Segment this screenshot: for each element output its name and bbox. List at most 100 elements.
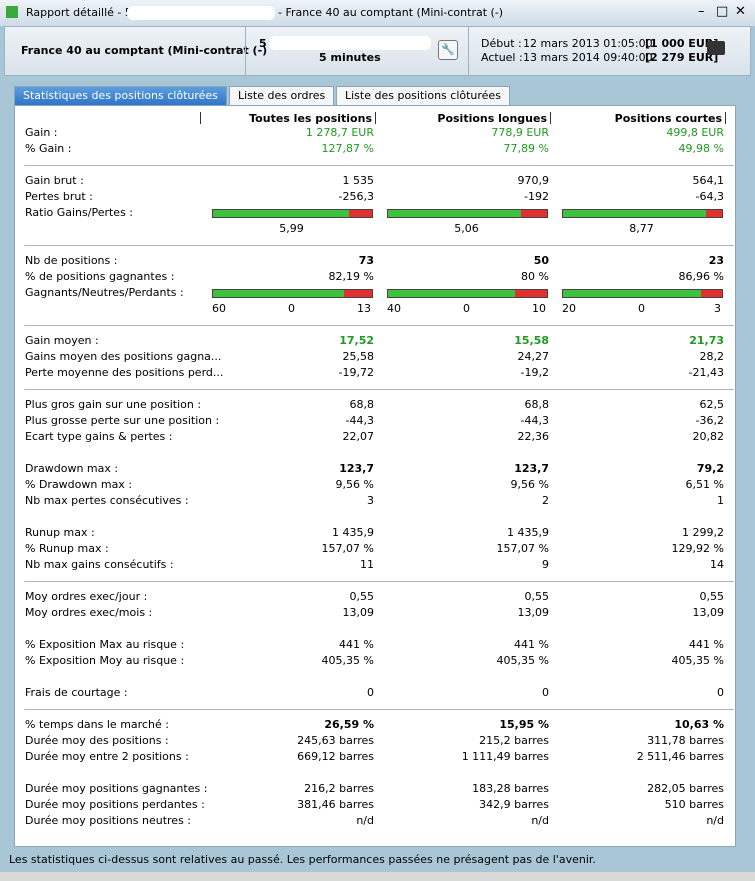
print-button[interactable]	[707, 41, 725, 55]
stat-value: -44,3	[345, 414, 374, 427]
stat-value: 21,73	[689, 334, 724, 347]
stat-value: 1 278,7 EUR	[305, 126, 374, 139]
divider	[245, 27, 246, 75]
stat-bar	[562, 289, 723, 298]
stat-value: 1 299,2	[682, 526, 724, 539]
stat-value: 62,5	[699, 398, 725, 411]
column-divider	[725, 112, 726, 124]
count-segment	[701, 290, 722, 297]
stat-value: 441 %	[514, 638, 549, 651]
row-label: % Exposition Max au risque :	[25, 638, 185, 651]
stat-value: 157,07 %	[496, 542, 549, 555]
stat-value: 127,87 %	[321, 142, 374, 155]
app-icon	[6, 6, 18, 18]
stat-value: n/d	[706, 814, 724, 827]
stat-value: 1 435,9	[332, 526, 374, 539]
separator	[24, 245, 734, 246]
stats-panel	[14, 105, 736, 847]
separator	[24, 581, 734, 582]
stat-bar	[562, 209, 723, 218]
stat-value: 80 %	[521, 270, 549, 283]
stat-value: 381,46 barres	[297, 798, 374, 811]
stat-value: 499,8 EUR	[666, 126, 724, 139]
stat-value: 28,2	[699, 350, 725, 363]
count-label: 0	[288, 302, 295, 315]
stat-value: 68,8	[349, 398, 375, 411]
row-label: Durée moy positions gagnantes :	[25, 782, 208, 795]
tab[interactable]: Liste des ordres	[229, 86, 335, 105]
stat-value: 2 511,46 barres	[636, 750, 724, 763]
maximize-button[interactable]: □	[716, 4, 729, 19]
row-label: Nb max pertes consécutives :	[25, 494, 189, 507]
stat-value: 22,07	[342, 430, 375, 443]
start-date: 12 mars 2013 01:05:00	[523, 37, 653, 50]
stat-value: 0,55	[699, 590, 725, 603]
row-label: % de positions gagnantes :	[25, 270, 175, 283]
stat-value: 77,89 %	[503, 142, 549, 155]
stat-bar	[387, 209, 548, 218]
stat-value: 86,96 %	[678, 270, 724, 283]
stat-value: 215,2 barres	[479, 734, 549, 747]
row-label: Frais de courtage :	[25, 686, 128, 699]
stat-value: 24,27	[517, 350, 550, 363]
row-label: Nb de positions :	[25, 254, 118, 267]
row-label: Moy ordres exec/jour :	[25, 590, 148, 603]
row-label: Nb max gains consécutifs :	[25, 558, 174, 571]
stat-value: 282,05 barres	[647, 782, 724, 795]
instrument: France 40 au comptant (Mini-contrat (-)	[21, 44, 268, 57]
stat-value: 23	[708, 254, 724, 267]
stat-value: 68,8	[524, 398, 550, 411]
current-capital: [2 279 EUR]	[645, 51, 719, 64]
count-segment	[343, 290, 372, 297]
row-label: Runup max :	[25, 526, 95, 539]
row-label: Durée moy positions neutres :	[25, 814, 192, 827]
gain-segment	[213, 210, 350, 217]
ratio-label: 5,06	[454, 222, 479, 235]
stat-value: -36,2	[695, 414, 724, 427]
stat-value: 50	[533, 254, 549, 267]
window-title: Rapport détaillé - 5 s	[26, 6, 142, 19]
title-bar: Rapport détaillé - 5 s - France 40 au co…	[0, 0, 755, 26]
stat-value: 9	[542, 558, 549, 571]
stat-value: 79,2	[696, 462, 724, 475]
stat-value: 82,19 %	[328, 270, 374, 283]
row-label: Gains moyen des positions gagna...	[25, 350, 222, 363]
stat-value: 183,28 barres	[472, 782, 549, 795]
row-label: Ecart type gains & pertes :	[25, 430, 173, 443]
taskbar	[0, 872, 755, 881]
row-label: Gain brut :	[25, 174, 84, 187]
stat-value: 10,63 %	[674, 718, 724, 731]
tab[interactable]: Statistiques des positions clôturées	[14, 86, 227, 105]
stat-value: 13,09	[692, 606, 725, 619]
stat-value: 0,55	[349, 590, 375, 603]
stat-value: 15,95 %	[499, 718, 549, 731]
tab[interactable]: Liste des positions clôturées	[336, 86, 510, 105]
stat-value: 510 barres	[664, 798, 724, 811]
gain-segment	[563, 210, 706, 217]
row-label: Pertes brut :	[25, 190, 93, 203]
stat-value: 20,82	[692, 430, 725, 443]
column-header: Positions courtes	[614, 112, 722, 125]
count-label: 20	[562, 302, 576, 315]
count-label: 40	[387, 302, 401, 315]
count-segment	[388, 290, 516, 297]
count-label: 10	[532, 302, 546, 315]
stat-value: 17,52	[339, 334, 374, 347]
count-segment	[563, 290, 702, 297]
count-label: 0	[638, 302, 645, 315]
stat-value: 123,7	[339, 462, 374, 475]
stat-value: 970,9	[517, 174, 550, 187]
stat-value: 669,12 barres	[297, 750, 374, 763]
stat-value: 564,1	[692, 174, 725, 187]
settings-button[interactable]: 🔧	[438, 40, 458, 60]
column-header: Positions longues	[437, 112, 547, 125]
minimize-button[interactable]: –	[698, 4, 705, 19]
stat-value: 1	[717, 494, 724, 507]
stat-value: 405,35 %	[321, 654, 374, 667]
stat-value: 6,51 %	[685, 478, 724, 491]
stat-value: 22,36	[517, 430, 550, 443]
stat-value: 0,55	[524, 590, 550, 603]
close-button[interactable]: ✕	[735, 4, 746, 19]
row-label: Ratio Gains/Pertes :	[25, 206, 134, 219]
